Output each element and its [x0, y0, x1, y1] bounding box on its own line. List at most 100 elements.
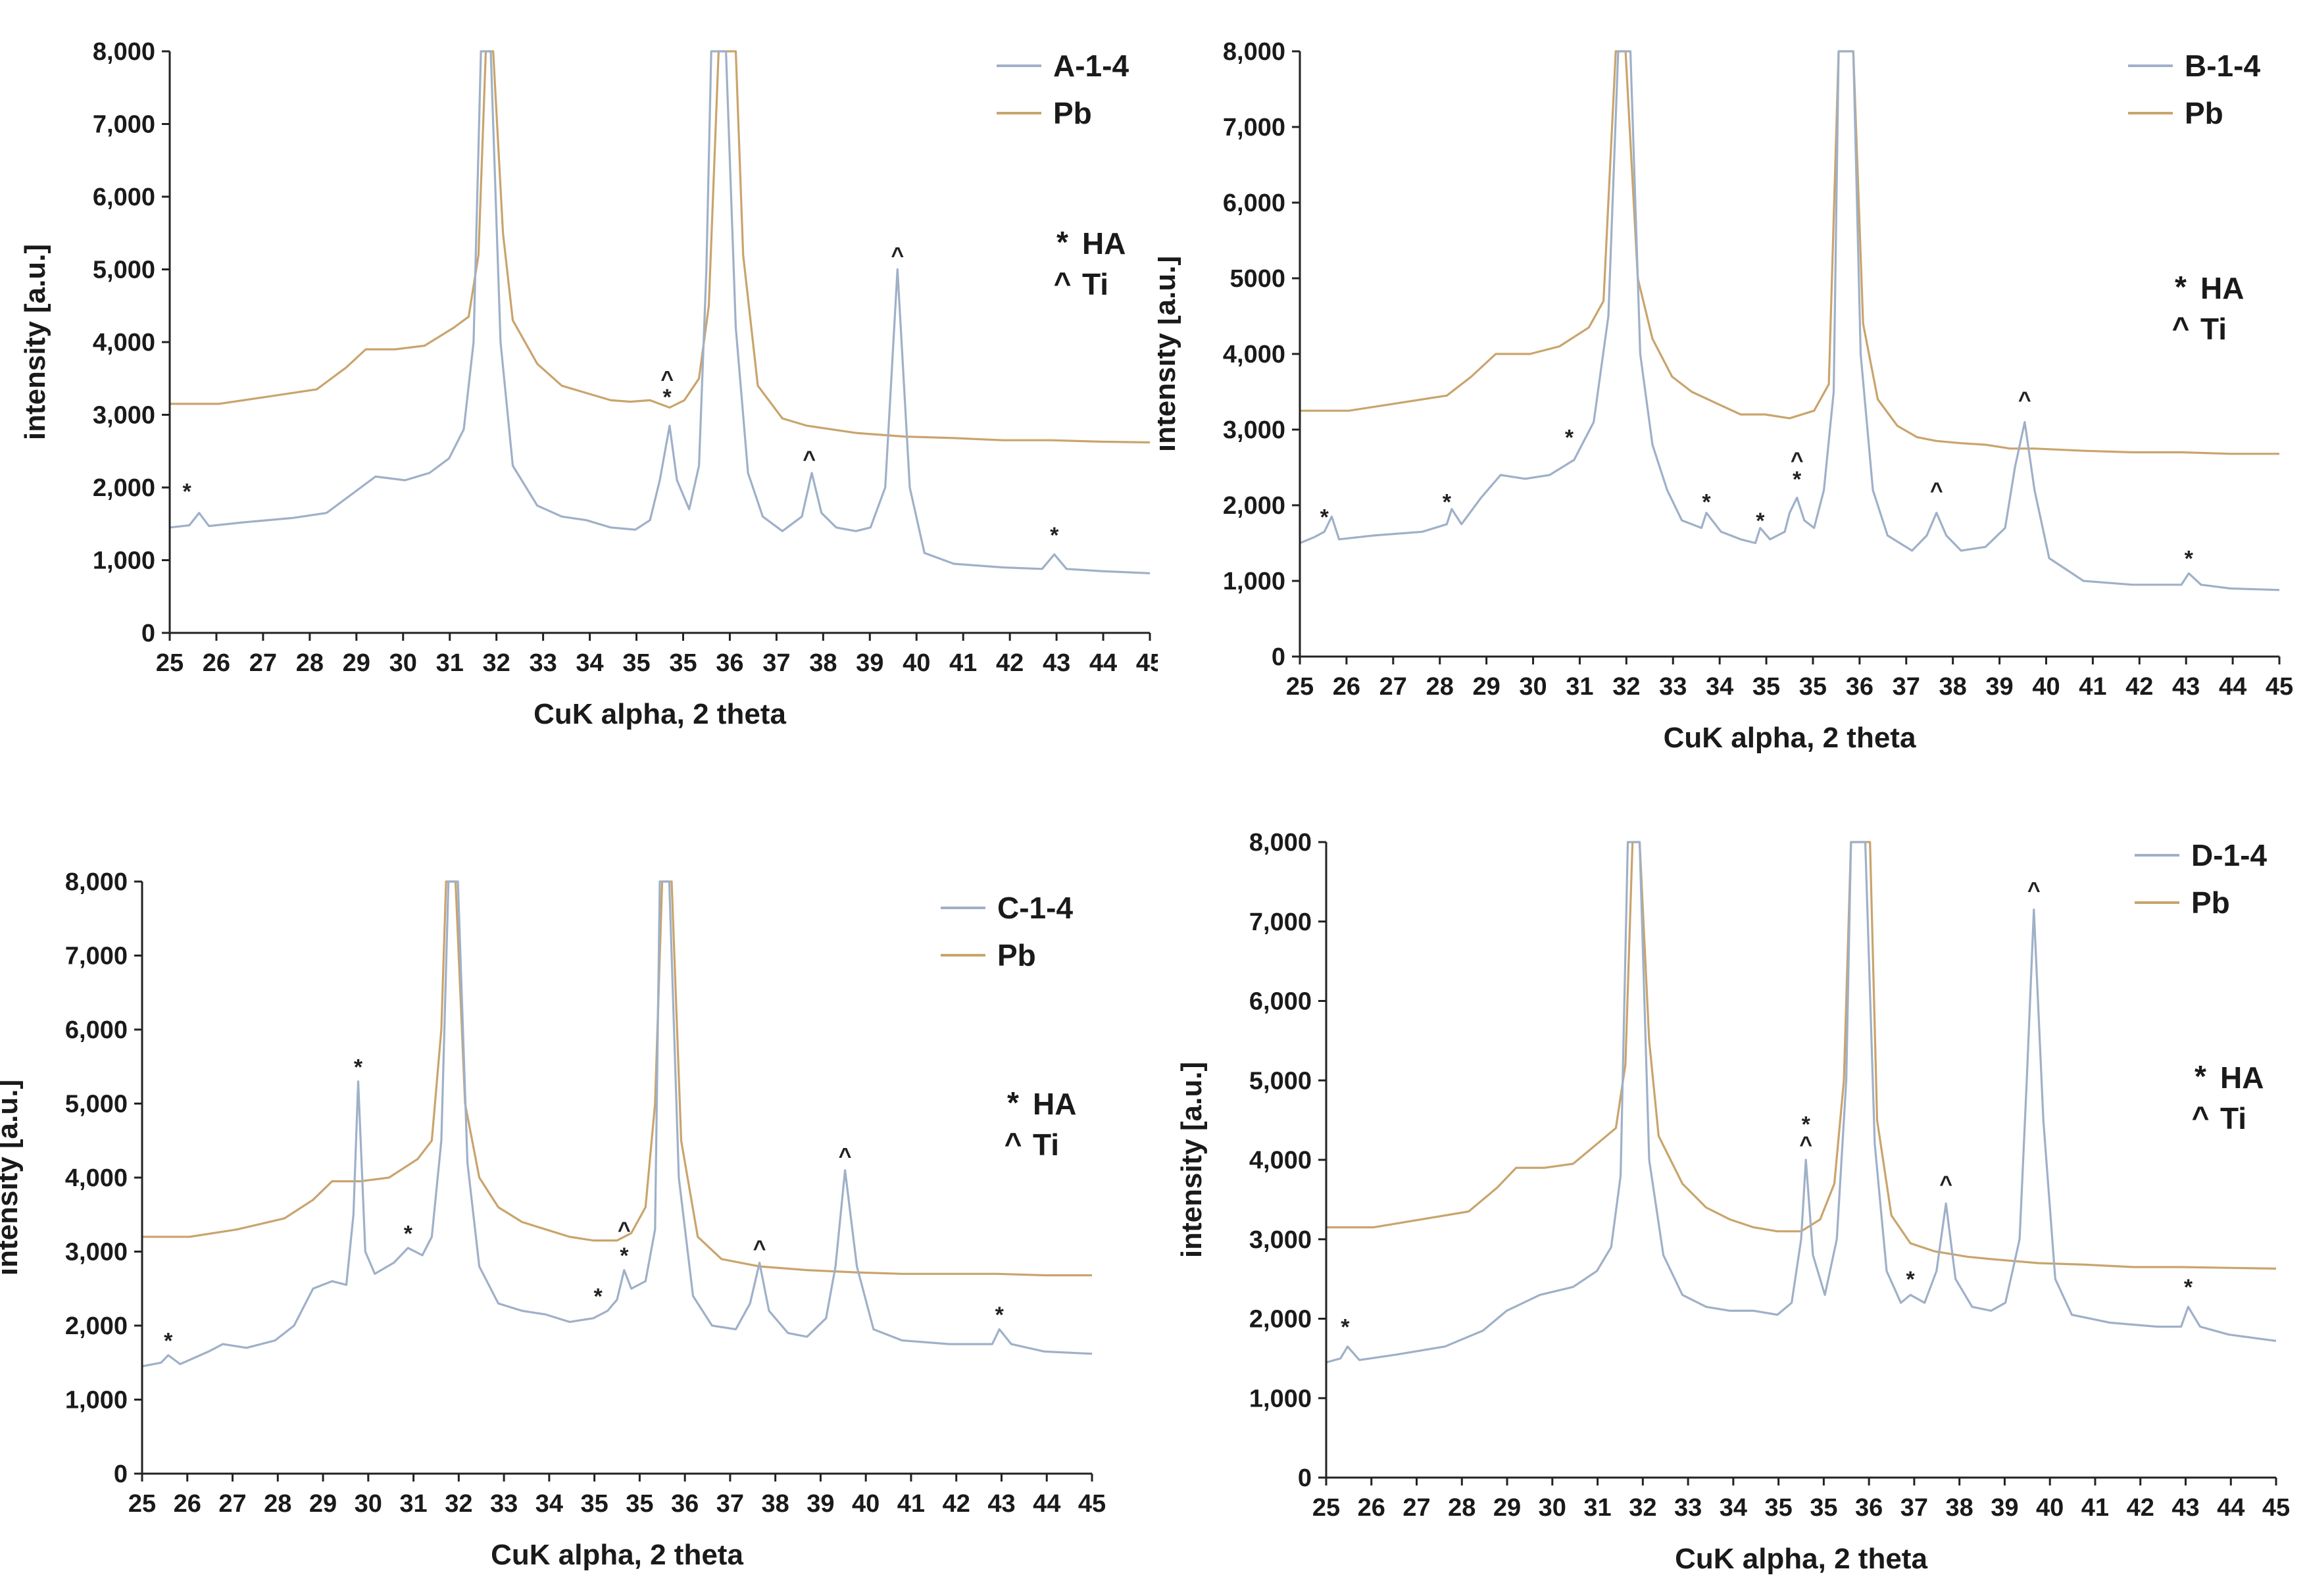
x-tick-label: 42	[2127, 1494, 2154, 1522]
x-tick-label: 29	[309, 1490, 337, 1518]
x-tick-label: 25	[1312, 1494, 1340, 1522]
peak-annotation: ^	[2018, 387, 2031, 412]
x-tick-label: 35	[622, 649, 650, 677]
peak-annotation: *	[354, 1055, 363, 1080]
series-line-pb	[142, 880, 1092, 1277]
chart-svg: 0 1,000 2,000 3,000 4,000 5,000 6,000 7,000 8,00…	[19, 38, 1164, 730]
legend-label: C-1-4	[997, 891, 1073, 925]
series-line-pb	[170, 50, 1150, 444]
legend-label: B-1-4	[2185, 49, 2260, 83]
y-tick-label: 4,000	[65, 1164, 128, 1192]
x-tick-label: 41	[2079, 673, 2106, 701]
x-tick-label: 44	[2217, 1494, 2245, 1522]
x-tick-label: 25	[156, 649, 184, 677]
y-tick-label: 2,000	[1223, 492, 1285, 520]
y-tick-label: 0	[1272, 643, 1285, 671]
x-tick-label: 44	[1033, 1490, 1060, 1518]
x-tick-label: 29	[343, 649, 370, 677]
x-tick-label: 39	[1991, 1494, 2018, 1522]
x-tick-label: 37	[762, 649, 790, 677]
peak-annotation: *	[1793, 467, 1802, 492]
y-tick-label: 6,000	[1249, 988, 1312, 1016]
peak-annotation: *	[1802, 1112, 1811, 1137]
x-tick-label: 36	[716, 649, 743, 677]
peak-annotation: *	[1341, 1315, 1350, 1340]
x-tick-label: 33	[1674, 1494, 1702, 1522]
y-axis-title: intensity [a.u.]	[1158, 256, 1181, 452]
x-tick-label: 38	[1946, 1494, 1973, 1522]
peak-annotation: *	[2185, 547, 2194, 572]
y-tick-label: 6,000	[1223, 189, 1285, 217]
legend-label: Pb	[1053, 96, 1092, 130]
y-tick-label: 5,000	[1249, 1067, 1312, 1095]
y-tick-label: 2,000	[1249, 1306, 1312, 1334]
peak-annotation: *	[404, 1221, 413, 1246]
peak-annotation: ^	[1799, 1132, 1812, 1157]
chart-panel-d: 0 1,000 2,000 3,000 4,000 5,000 6,000 7,000 8,00…	[1158, 776, 2307, 1593]
x-tick-label: 37	[716, 1490, 744, 1518]
peak-annotation: ^	[839, 1143, 852, 1168]
peak-annotation: *	[1906, 1267, 1915, 1292]
peak-annotation: ^	[2027, 878, 2041, 903]
peak-annotation: *	[620, 1243, 629, 1268]
x-tick-label: 27	[218, 1490, 246, 1518]
peak-annotation: ^	[753, 1236, 766, 1261]
x-tick-label: 40	[2032, 673, 2060, 701]
x-tick-label: 29	[1472, 673, 1500, 701]
x-tick-label: 34	[1720, 1494, 1747, 1522]
peak-annotation: ^	[891, 243, 904, 268]
legend-label: Pb	[2191, 885, 2230, 920]
legend-label: Pb	[997, 938, 1036, 972]
marker-legend-label: HA	[1082, 226, 1126, 261]
x-tick-label: 45	[2262, 1494, 2290, 1522]
peak-annotation: *	[1565, 426, 1574, 451]
y-tick-label: 2,000	[65, 1312, 128, 1340]
peak-annotation: *	[995, 1303, 1005, 1328]
x-tick-label: 27	[1402, 1494, 1430, 1522]
peak-annotation: *	[1702, 489, 1711, 514]
y-tick-label: 4,000	[1249, 1147, 1312, 1174]
marker-legend-symbol: ^	[2192, 1100, 2210, 1134]
x-tick-label: 33	[529, 649, 557, 677]
y-tick-label: 7,000	[65, 943, 128, 970]
chart-panel-a: 0 1,000 2,000 3,000 4,000 5,000 6,000 7,000 8,00…	[0, 0, 1164, 743]
x-tick-label: 41	[897, 1490, 925, 1518]
legend-label: A-1-4	[1053, 49, 1129, 83]
marker-legend-symbol: *	[1056, 225, 1068, 259]
x-tick-label: 38	[809, 649, 837, 677]
x-tick-label: 38	[762, 1490, 789, 1518]
y-axis-title: intensity [a.u.]	[0, 1080, 24, 1276]
y-tick-label: 3,000	[1223, 416, 1285, 444]
x-tick-label: 42	[996, 649, 1024, 677]
series-line-b-1-4	[1300, 50, 2279, 591]
x-tick-label: 36	[1846, 673, 1873, 701]
x-tick-label: 40	[903, 649, 930, 677]
x-tick-label: 35	[580, 1490, 608, 1518]
series-line-a-1-4	[170, 50, 1150, 574]
x-tick-label: 45	[2266, 673, 2293, 701]
peak-annotation: *	[1050, 523, 1059, 548]
peak-annotation: ^	[618, 1218, 631, 1243]
x-axis-title: CuK alpha, 2 theta	[1675, 1543, 1927, 1575]
x-tick-label: 45	[1136, 649, 1158, 677]
x-tick-label: 43	[987, 1490, 1015, 1518]
x-tick-label: 39	[856, 649, 883, 677]
series-line-c-1-4	[142, 880, 1092, 1368]
x-tick-label: 28	[1426, 673, 1454, 701]
peak-annotation: ^	[1930, 478, 1943, 503]
y-tick-label: 0	[114, 1460, 128, 1488]
marker-legend-symbol: ^	[1005, 1126, 1022, 1160]
x-tick-label: 31	[1566, 673, 1593, 701]
x-tick-label: 34	[576, 649, 603, 677]
x-tick-label: 44	[1089, 649, 1117, 677]
x-tick-label: 43	[1043, 649, 1070, 677]
x-tick-label: 36	[1855, 1494, 1883, 1522]
x-axis-title: CuK alpha, 2 theta	[1664, 722, 1916, 754]
peak-annotation: *	[2184, 1275, 2193, 1300]
peak-annotation: *	[1756, 509, 1765, 534]
marker-legend-label: HA	[2200, 271, 2244, 305]
x-tick-label: 28	[264, 1490, 291, 1518]
x-tick-label: 32	[445, 1490, 472, 1518]
x-tick-label: 30	[1519, 673, 1547, 701]
x-tick-label: 39	[1985, 673, 2013, 701]
